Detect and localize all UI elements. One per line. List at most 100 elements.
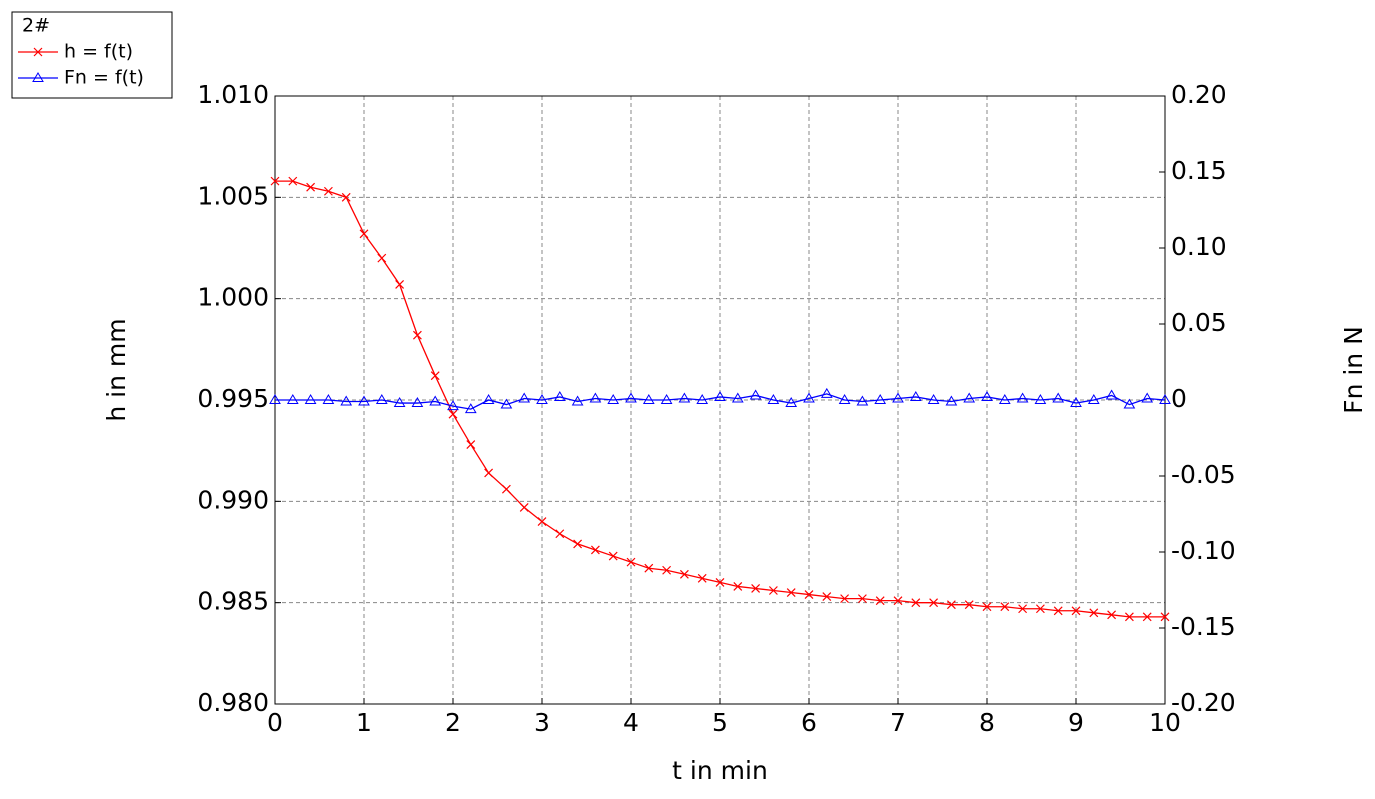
marker [1087,394,1100,404]
marker [1035,604,1045,614]
y-tick-label: 1.005 [197,181,269,210]
y-axis-label: h in mm [102,318,131,421]
legend-label: h = f(t) [64,41,133,63]
marker [1018,604,1028,614]
marker [269,394,281,404]
marker [714,390,726,401]
marker [786,588,796,597]
marker [1105,389,1118,400]
x-tick-label: 9 [1068,708,1084,737]
marker [803,392,815,403]
marker [820,387,833,398]
marker [1160,612,1170,622]
marker [856,395,869,406]
marker [1141,392,1154,403]
marker [749,389,762,400]
marker [678,392,691,403]
x-axis-label: t in min [672,756,768,785]
y2-tick-label: 0 [1171,384,1187,413]
marker [501,484,511,494]
marker [482,394,495,404]
marker [892,392,904,403]
marker [429,395,442,406]
y-tick-label: 1.010 [197,80,269,109]
marker [733,582,743,591]
legend-box [11,11,173,99]
marker [660,394,673,404]
marker [840,594,850,604]
marker [964,600,974,610]
y2-axis-label: Fn in N [1339,326,1368,414]
marker [1000,602,1010,612]
marker [377,253,387,263]
y-tick-label: 1.000 [197,283,269,312]
marker [341,192,351,202]
marker [358,395,370,406]
marker [288,176,298,186]
legend-label: Fn = f(t) [64,67,144,89]
marker [1034,394,1047,404]
plot [269,176,1171,622]
marker [1142,612,1152,622]
marker [537,517,547,527]
marker [662,565,672,575]
marker [1052,392,1065,403]
marker [927,394,940,404]
marker [626,557,636,567]
marker [430,371,440,381]
marker [500,398,513,409]
marker [1071,606,1081,616]
marker [32,72,44,82]
legend-title: 2# [22,15,50,37]
marker [340,395,353,406]
marker [519,502,529,512]
marker [731,392,744,403]
marker [857,594,867,604]
marker [945,395,958,406]
y2-tick-label: -0.20 [1171,688,1236,717]
marker [484,468,494,478]
marker [573,539,583,549]
marker [1107,610,1117,620]
marker [1053,606,1063,616]
y2-tick-label: 0.15 [1171,156,1227,185]
marker [642,394,655,404]
marker [1070,397,1082,408]
marker [536,394,548,404]
marker [590,545,600,555]
marker [838,394,851,404]
y2-tick-label: 0.05 [1171,308,1227,337]
marker [697,573,707,583]
marker [946,600,956,610]
marker [625,392,637,403]
x-tick-label: 3 [534,708,550,737]
marker [412,330,422,340]
marker [607,394,620,404]
marker [447,400,459,411]
legend: 2# h = f(t) Fn = f(t) [11,11,173,99]
marker [874,394,887,404]
marker [767,394,780,404]
marker [982,602,992,612]
marker [518,392,531,403]
y2-tick-label: -0.15 [1171,612,1236,641]
marker [679,569,689,579]
marker [875,596,885,606]
marker [411,397,424,408]
marker [448,409,458,419]
marker [963,392,976,403]
marker [1124,612,1134,622]
marker [33,47,43,57]
marker [608,551,618,561]
marker [998,394,1011,404]
marker [715,577,725,587]
marker [696,394,709,404]
x-tick-label: 5 [712,708,728,737]
x-tick-label: 6 [801,708,817,737]
x-tick-label: 1 [356,708,372,737]
marker [270,176,280,186]
y2-tick-label: -0.10 [1171,536,1236,565]
